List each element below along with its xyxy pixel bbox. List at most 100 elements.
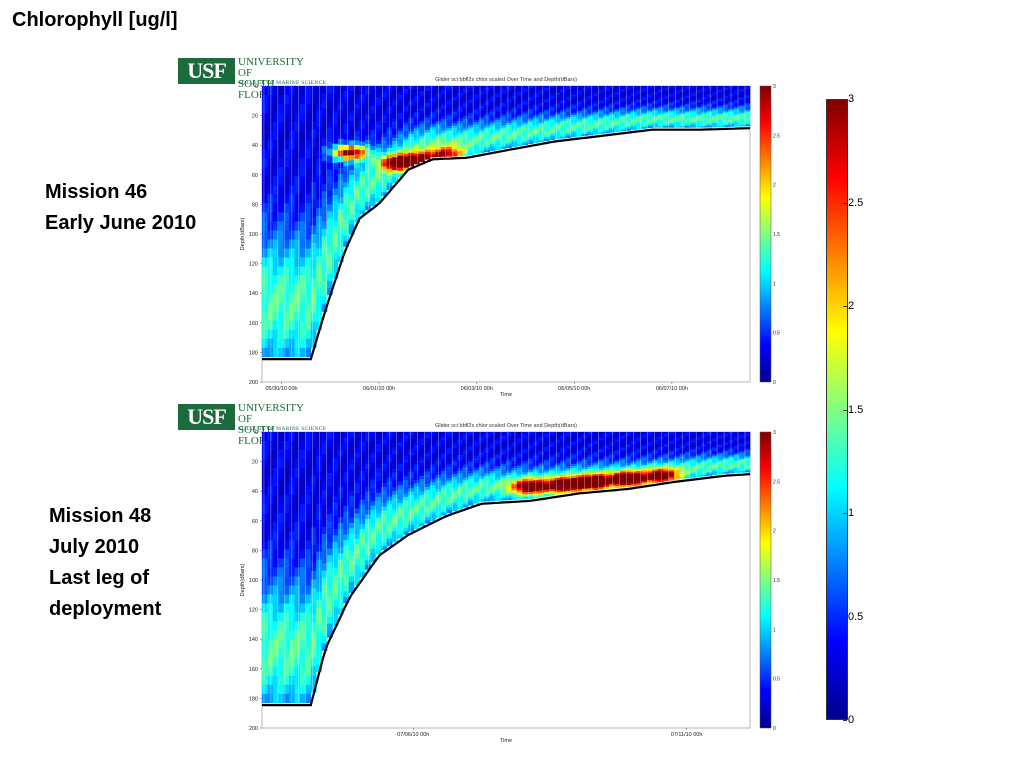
chlorophyll-cell: [619, 455, 626, 459]
chlorophyll-cell: [636, 446, 642, 449]
chlorophyll-cell: [457, 457, 463, 461]
chlorophyll-cell: [468, 432, 474, 435]
chlorophyll-cell: [468, 439, 474, 443]
chlorophyll-cell: [674, 95, 680, 98]
chlorophyll-cell: [489, 466, 496, 470]
chlorophyll-cell: [614, 445, 621, 448]
chlorophyll-cell: [446, 510, 453, 514]
chlorophyll-cell: [576, 91, 583, 94]
chlorophyll-cell: [424, 483, 431, 488]
chlorophyll-cell: [603, 114, 610, 117]
chlorophyll-cell: [283, 477, 290, 487]
chlorophyll-cell: [381, 107, 388, 112]
chlorophyll-cell: [739, 120, 745, 123]
chlorophyll-cell: [603, 93, 610, 96]
chlorophyll-cell: [587, 441, 594, 444]
chlorophyll-cell: [392, 443, 398, 447]
chlorophyll-cell: [392, 483, 398, 488]
chlorophyll-cell: [473, 436, 480, 440]
chlorophyll-cell: [495, 466, 501, 469]
chlorophyll-cell: [305, 432, 312, 442]
chlorophyll-cell: [598, 106, 604, 109]
chlorophyll-cell: [516, 434, 523, 437]
chlorophyll-cell: [592, 476, 599, 479]
chlorophyll-cell: [343, 449, 350, 456]
chlorophyll-cell: [299, 513, 306, 523]
chlorophyll-cell: [489, 445, 496, 449]
chlorophyll-cell: [527, 443, 534, 446]
chlorophyll-cell: [413, 135, 420, 139]
chlorophyll-cell: [495, 450, 501, 453]
chlorophyll-cell: [310, 683, 317, 693]
chlorophyll-cell: [359, 485, 366, 491]
chlorophyll-cell: [744, 119, 751, 121]
chlorophyll-cell: [571, 89, 577, 92]
chlorophyll-cell: [549, 105, 556, 108]
chlorophyll-cell: [430, 482, 436, 486]
chlorophyll-cell: [262, 338, 268, 349]
chlorophyll-cell: [571, 121, 577, 124]
chlorophyll-cell: [506, 454, 512, 458]
chlorophyll-cell: [495, 86, 501, 89]
chlorophyll-cell: [543, 126, 550, 129]
chlorophyll-cell: [636, 449, 642, 452]
chlorophyll-cell: [625, 115, 632, 118]
chlorophyll-cell: [365, 491, 371, 497]
chlorophyll-cell: [375, 456, 382, 461]
chlorophyll-cell: [348, 110, 355, 116]
chlorophyll-cell: [527, 130, 534, 133]
chlorophyll-cell: [701, 121, 707, 124]
chlorophyll-cell: [462, 457, 469, 460]
chlorophyll-cell: [717, 105, 724, 107]
chlorophyll-cell: [327, 225, 333, 233]
chlorophyll-cell: [408, 478, 415, 482]
chlorophyll-cell: [614, 113, 621, 116]
chlorophyll-cell: [354, 217, 360, 223]
chlorophyll-cell: [598, 109, 604, 112]
chlorophyll-cell: [424, 495, 431, 500]
chlorophyll-cell: [343, 241, 350, 247]
chlorophyll-cell: [365, 197, 371, 203]
chlorophyll-cell: [310, 649, 317, 658]
chlorophyll-cell: [381, 479, 388, 484]
chlorophyll-cell: [527, 434, 534, 437]
chlorophyll-cell: [343, 112, 350, 119]
chlorophyll-cell: [392, 476, 398, 481]
chlorophyll-cell: [554, 105, 561, 108]
chlorophyll-cell: [587, 94, 594, 97]
chlorophyll-cell: [343, 562, 350, 569]
chlorophyll-cell: [625, 470, 632, 473]
chlorophyll-cell: [348, 506, 355, 513]
chlorophyll-cell: [554, 135, 561, 138]
chlorophyll-cell: [462, 442, 469, 445]
chlorophyll-cell: [468, 436, 474, 440]
chlorophyll-cell: [495, 477, 501, 481]
chlorophyll-cell: [549, 486, 556, 490]
chlorophyll-cell: [267, 311, 274, 322]
chlorophyll-cell: [365, 98, 371, 103]
chlorophyll-cell: [424, 90, 431, 94]
chlorophyll-cell: [560, 432, 566, 435]
chlorophyll-cell: [424, 108, 431, 111]
chlorophyll-cell: [592, 94, 599, 96]
chlorophyll-cell: [701, 99, 707, 102]
chlorophyll-cell: [657, 123, 664, 125]
chlorophyll-cell: [278, 441, 284, 451]
chlorophyll-cell: [554, 91, 561, 94]
chlorophyll-cell: [641, 86, 648, 88]
chlorophyll-cell: [576, 106, 583, 109]
chlorophyll-cell: [310, 86, 317, 96]
chlorophyll-cell: [609, 86, 615, 88]
chlorophyll-cell: [343, 477, 350, 484]
chlorophyll-cell: [619, 448, 626, 451]
chlorophyll-cell: [489, 144, 496, 147]
chlorophyll-cell: [451, 492, 458, 496]
chlorophyll-cell: [430, 467, 436, 471]
chlorophyll-cell: [598, 95, 604, 98]
chlorophyll-cell: [370, 189, 377, 195]
chlorophyll-cell: [278, 113, 284, 123]
chlorophyll-cell: [424, 517, 431, 521]
chlorophyll-cell: [381, 518, 388, 523]
chlorophyll-cell: [294, 432, 301, 442]
chlorophyll-cell: [619, 110, 626, 112]
